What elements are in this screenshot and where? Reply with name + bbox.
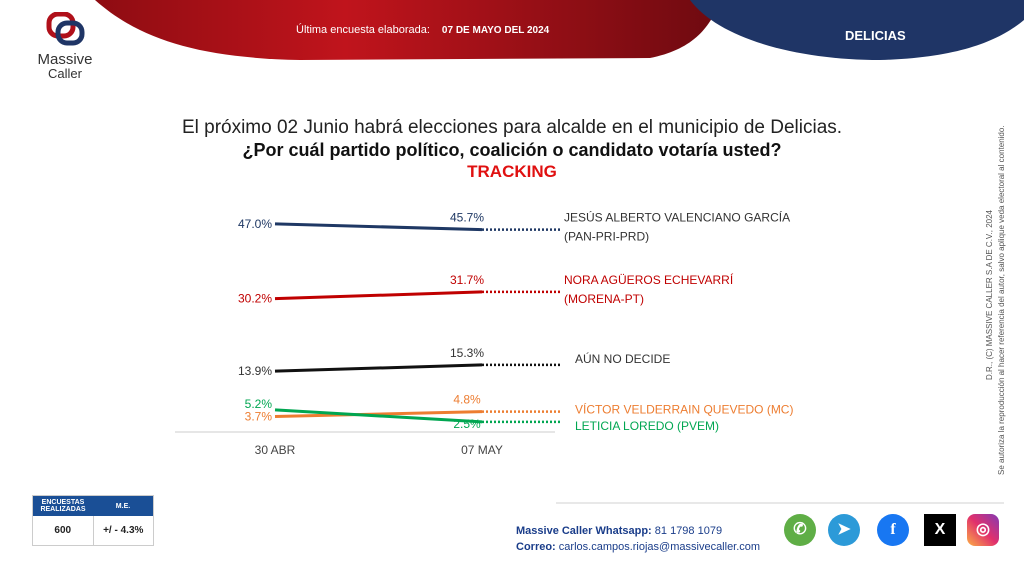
data-label: 45.7% xyxy=(450,211,484,225)
whatsapp-label: Massive Caller Whatsapp: xyxy=(516,525,652,537)
divider xyxy=(556,502,1004,504)
whatsapp-icon[interactable]: ✆ xyxy=(784,514,816,546)
series-party: (PAN-PRI-PRD) xyxy=(564,230,649,244)
logo-text-2: Caller xyxy=(48,66,82,81)
series-party: (MORENA-PT) xyxy=(564,292,644,306)
city-label: DELICIAS xyxy=(845,28,906,43)
email-label: Correo: xyxy=(516,541,556,553)
telegram-icon[interactable]: ➤ xyxy=(828,514,860,546)
series-name: VÍCTOR VELDERRAIN QUEVEDO (MC) xyxy=(575,402,793,417)
stats-table: ENCUESTAS REALIZADAS M.E. 600 +/ - 4.3% xyxy=(32,495,154,546)
question-line1: El próximo 02 Junio habrá elecciones par… xyxy=(181,117,843,138)
logo: Massive Caller xyxy=(30,11,100,81)
data-label: 15.3% xyxy=(450,346,484,360)
data-label: 3.7% xyxy=(245,410,273,424)
series-line xyxy=(274,222,483,232)
logo-icon xyxy=(46,11,85,46)
stats-header-surveys: ENCUESTAS REALIZADAS xyxy=(32,495,93,516)
series-line xyxy=(274,290,483,301)
last-survey-date: 07 DE MAYO DEL 2024 xyxy=(441,25,550,36)
copyright-line2: Se autoriza la reproducción al hacer ref… xyxy=(997,125,1006,475)
data-label: 13.9% xyxy=(238,364,272,378)
series-name: LETICIA LOREDO (PVEM) xyxy=(575,419,719,433)
data-label: 31.7% xyxy=(450,273,484,287)
series-name: AÚN NO DECIDE xyxy=(575,351,670,366)
logo-text-1: Massive xyxy=(37,51,93,68)
question-line2: ¿Por cuál partido político, coalición o … xyxy=(242,140,782,160)
email-address[interactable]: carlos.campos.riojas@massivecaller.com xyxy=(558,541,761,553)
tracking-chart: 30 ABR 07 MAY 47.0% 45.7% JESÚS ALBERTO VALE… xyxy=(175,210,793,457)
x-icon[interactable]: X xyxy=(924,514,956,546)
last-survey: Última encuesta elaborada: 07 DE MAYO DEL… xyxy=(296,24,549,36)
instagram-icon[interactable]: ◎ xyxy=(967,514,999,546)
data-label: 4.8% xyxy=(453,393,481,407)
series-line xyxy=(274,410,483,419)
x-tick-label: 30 ABR xyxy=(255,443,296,457)
data-label: 5.2% xyxy=(245,397,273,411)
facebook-icon[interactable]: f xyxy=(877,514,909,546)
header-banner xyxy=(95,0,1024,60)
stats-me: +/ - 4.3% xyxy=(93,516,154,546)
copyright-line1: D.R., (C) MASSIVE CALLER S.A DE C.V., 20… xyxy=(985,210,994,380)
series-name: JESÚS ALBERTO VALENCIANO GARCÍA xyxy=(564,210,790,225)
series-line xyxy=(274,408,483,424)
data-label: 47.0% xyxy=(238,217,272,231)
series-line xyxy=(274,363,483,373)
stats-surveys: 600 xyxy=(32,516,94,546)
series-name: NORA AGÜEROS ECHEVARRÍ xyxy=(564,272,734,287)
copyright: D.R., (C) MASSIVE CALLER S.A DE C.V., 20… xyxy=(870,110,1024,480)
whatsapp-number[interactable]: 81 1798 1079 xyxy=(654,525,723,537)
stats-header-me: M.E. xyxy=(93,495,154,516)
x-tick-label: 07 MAY xyxy=(461,443,503,457)
last-survey-label: Última encuesta elaborada: xyxy=(296,24,430,36)
chart-title: TRACKING xyxy=(467,162,557,181)
contact-info: Massive Caller Whatsapp: 81 1798 1079 Co… xyxy=(516,523,760,555)
data-label: 30.2% xyxy=(238,292,272,306)
data-label: 2.5% xyxy=(453,417,481,431)
